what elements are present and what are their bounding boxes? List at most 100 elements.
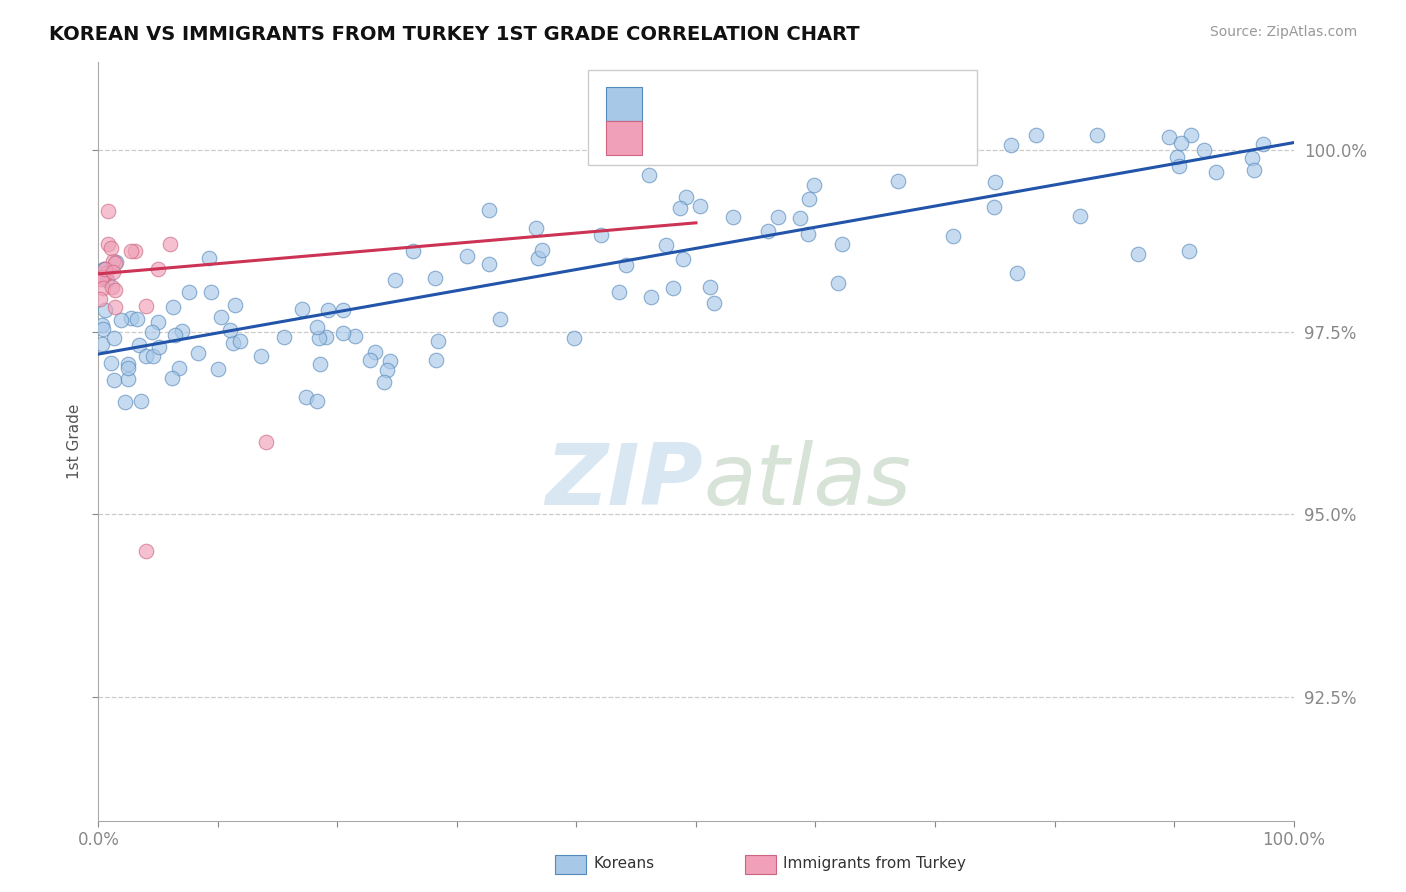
Point [90, 272, 112, 286]
Point [117, 372, 139, 386]
Point [373, 375, 395, 389]
Point [160, 371, 183, 385]
Point [384, 273, 406, 287]
Point [94, 261, 117, 276]
Point [675, 190, 697, 204]
Point [120, 311, 142, 326]
Point [668, 202, 690, 216]
Point [703, 296, 725, 310]
Point [159, 237, 181, 252]
Point [655, 238, 678, 252]
Point [167, 361, 190, 376]
Point [1205, 164, 1227, 178]
Point [89, 293, 111, 307]
Point [104, 256, 127, 270]
Point [97, 237, 120, 252]
Point [1240, 151, 1263, 165]
Text: ZIP: ZIP [546, 440, 703, 524]
Point [96, 273, 118, 287]
Point [423, 271, 446, 285]
Point [103, 301, 125, 315]
Point [827, 276, 849, 290]
Point [640, 290, 662, 304]
Point [308, 331, 330, 345]
Point [142, 349, 165, 363]
Point [101, 279, 124, 293]
Point [1168, 159, 1191, 173]
Point [1085, 128, 1108, 143]
Point [209, 310, 232, 324]
Point [229, 334, 252, 349]
Point [224, 298, 246, 312]
Text: Immigrants from Turkey: Immigrants from Turkey [783, 856, 966, 871]
Point [662, 281, 685, 295]
FancyBboxPatch shape [589, 70, 977, 165]
Point [135, 544, 157, 558]
Point [689, 199, 711, 213]
Point [200, 285, 222, 299]
Point [797, 227, 820, 242]
Y-axis label: 1st Grade: 1st Grade [66, 404, 82, 479]
Point [117, 360, 139, 375]
Point [789, 211, 811, 225]
Text: R = 0.296   N = 22: R = 0.296 N = 22 [657, 129, 841, 147]
Point [104, 255, 127, 269]
Point [179, 285, 201, 299]
Point [672, 252, 695, 267]
Point [93, 261, 115, 276]
Text: Koreans: Koreans [593, 856, 654, 871]
Text: R = 0.500   N = 115: R = 0.500 N = 115 [657, 95, 853, 113]
FancyBboxPatch shape [606, 121, 643, 155]
Point [983, 200, 1005, 214]
Point [103, 374, 125, 388]
Point [343, 328, 366, 343]
Point [148, 262, 170, 277]
Point [562, 331, 585, 345]
Point [378, 354, 401, 368]
Point [162, 300, 184, 314]
Point [117, 357, 139, 371]
Point [97, 203, 120, 218]
Point [941, 228, 963, 243]
Point [591, 227, 613, 242]
Point [91, 337, 114, 351]
Point [135, 349, 157, 363]
Point [1000, 138, 1022, 153]
Point [207, 362, 229, 376]
Point [93, 261, 115, 276]
Point [219, 323, 242, 337]
Point [425, 352, 447, 367]
Point [756, 223, 779, 237]
Point [887, 174, 910, 188]
Point [100, 356, 122, 370]
Point [127, 312, 149, 326]
Point [456, 249, 478, 263]
Point [797, 192, 820, 206]
Point [101, 265, 124, 279]
Point [148, 340, 170, 354]
Point [110, 313, 132, 327]
Point [721, 211, 744, 225]
Point [359, 353, 381, 368]
Point [1069, 209, 1091, 223]
Point [637, 169, 659, 183]
Point [315, 329, 337, 343]
Point [91, 281, 114, 295]
Point [295, 391, 318, 405]
Point [291, 301, 314, 316]
Point [104, 283, 127, 297]
Point [120, 244, 142, 258]
Point [135, 299, 157, 313]
Point [308, 357, 330, 371]
Point [273, 330, 295, 344]
Point [163, 327, 186, 342]
Point [1025, 128, 1047, 143]
Point [803, 178, 825, 193]
Point [1253, 137, 1275, 152]
Text: KOREAN VS IMMIGRANTS FROM TURKEY 1ST GRADE CORRELATION CHART: KOREAN VS IMMIGRANTS FROM TURKEY 1ST GRA… [49, 25, 860, 44]
Point [100, 242, 122, 256]
Point [427, 334, 450, 348]
Point [101, 254, 124, 268]
Point [254, 434, 277, 449]
Point [1178, 244, 1201, 258]
